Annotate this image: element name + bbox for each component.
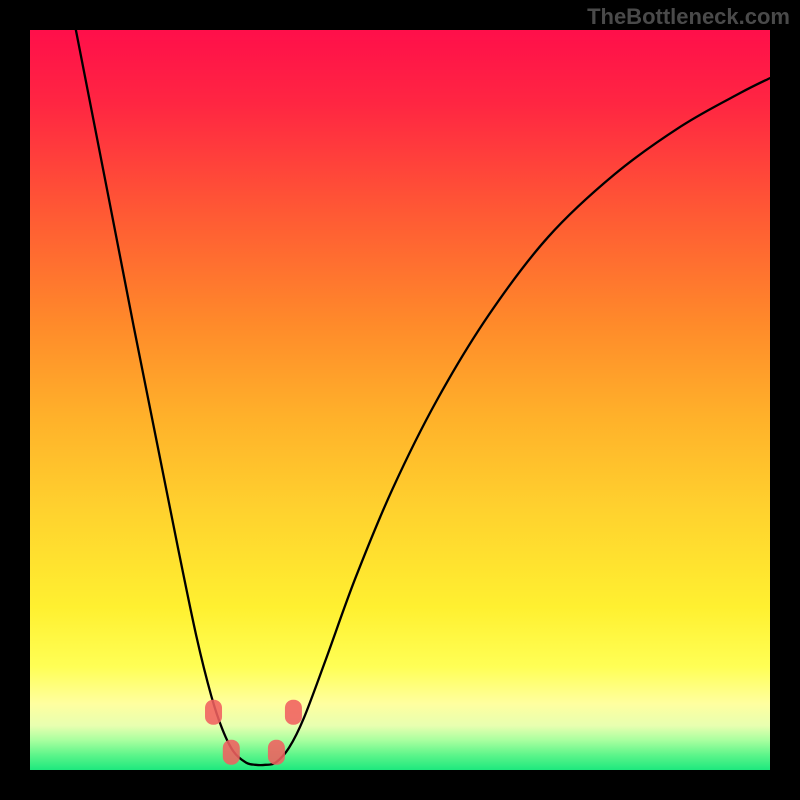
bottleneck-curve-chart	[0, 0, 800, 800]
curve-marker	[205, 700, 222, 725]
curve-marker	[268, 740, 285, 765]
curve-marker	[285, 700, 302, 725]
watermark-text: TheBottleneck.com	[587, 4, 790, 30]
curve-marker	[223, 740, 240, 765]
chart-container: TheBottleneck.com	[0, 0, 800, 800]
